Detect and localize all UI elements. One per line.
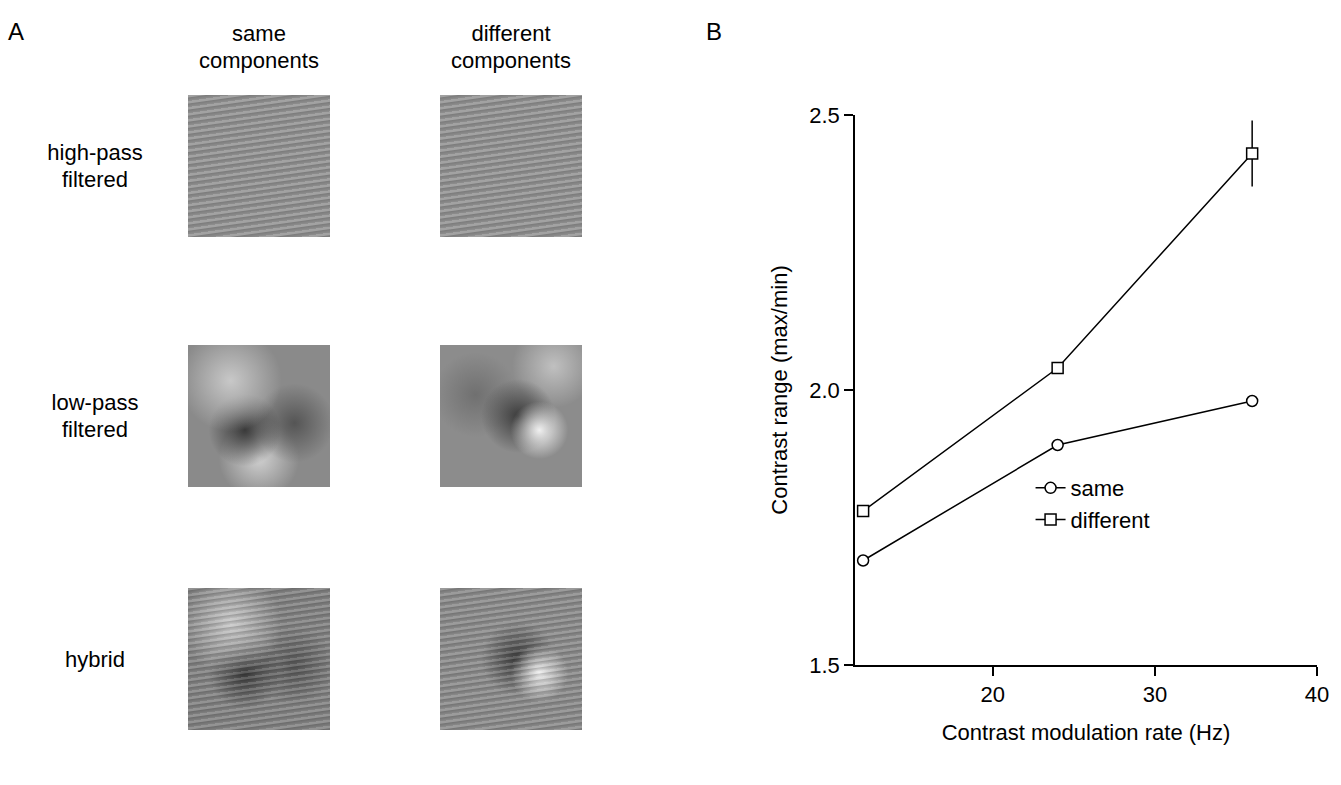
html-text:low-pass filtered: low-pass filtered <box>51 390 139 442</box>
html-text:A: A <box>8 18 24 45</box>
svg-text:Contrast modulation rate (Hz): Contrast modulation rate (Hz) <box>942 720 1231 745</box>
svg-text:same: same <box>1071 476 1125 501</box>
html-text:B: B <box>706 18 722 45</box>
svg-text:2.5: 2.5 <box>809 103 840 128</box>
html-text:hybrid: hybrid <box>65 646 125 672</box>
svg-text:40: 40 <box>1305 682 1329 707</box>
svg-text:20: 20 <box>981 682 1005 707</box>
svg-text:Contrast range (max/min): Contrast range (max/min) <box>767 265 792 514</box>
html-text:same components: same components <box>199 21 319 73</box>
svg-text:different: different <box>1071 508 1150 533</box>
svg-text:1.5: 1.5 <box>809 653 840 678</box>
svg-text:2.0: 2.0 <box>809 378 840 403</box>
html-text:different components: different components <box>451 21 571 73</box>
svg-text:30: 30 <box>1143 682 1167 707</box>
html-text:high-pass filtered: high-pass filtered <box>47 140 143 192</box>
